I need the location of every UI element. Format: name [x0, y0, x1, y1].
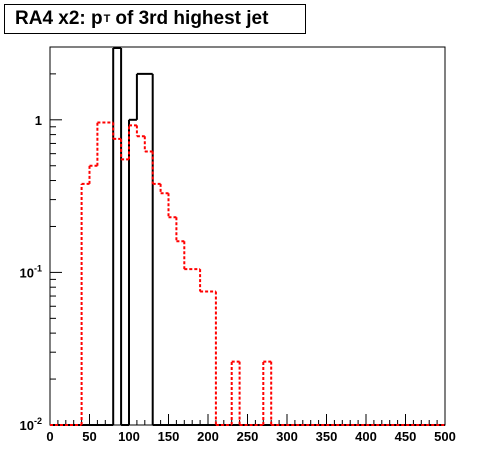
y-tick-label: 10-2 — [20, 416, 42, 433]
chart-title-rest: of 3rd highest jet — [115, 8, 269, 29]
x-tick-label: 100 — [118, 429, 140, 444]
solid-series — [50, 47, 445, 426]
y-tick-label-exponent: -2 — [34, 416, 42, 426]
y-tick-label: 10-1 — [20, 263, 42, 280]
chart-title-subscript: T — [103, 13, 111, 25]
x-tick-label: 200 — [197, 429, 219, 444]
x-tick-label: 150 — [158, 429, 180, 444]
y-tick-label-base: 10 — [20, 265, 34, 280]
y-tick-label-base: 1 — [35, 113, 42, 128]
x-tick-label: 350 — [316, 429, 338, 444]
chart-title-main: RA4 x2: p — [15, 8, 103, 29]
y-tick-label-exponent: -1 — [34, 263, 42, 273]
x-tick-label: 50 — [82, 429, 96, 444]
x-tick-label: 300 — [276, 429, 298, 444]
series-group — [50, 47, 445, 426]
x-tick-label: 0 — [46, 429, 53, 444]
plot-frame — [49, 46, 446, 426]
x-tick-label: 400 — [355, 429, 377, 444]
x-tick-label: 450 — [395, 429, 417, 444]
dotted-series — [50, 121, 445, 426]
y-tick-label: 1 — [35, 113, 42, 128]
y-tick-label-base: 10 — [20, 418, 34, 433]
x-tick-label: 250 — [237, 429, 259, 444]
x-tick-label: 500 — [434, 429, 456, 444]
